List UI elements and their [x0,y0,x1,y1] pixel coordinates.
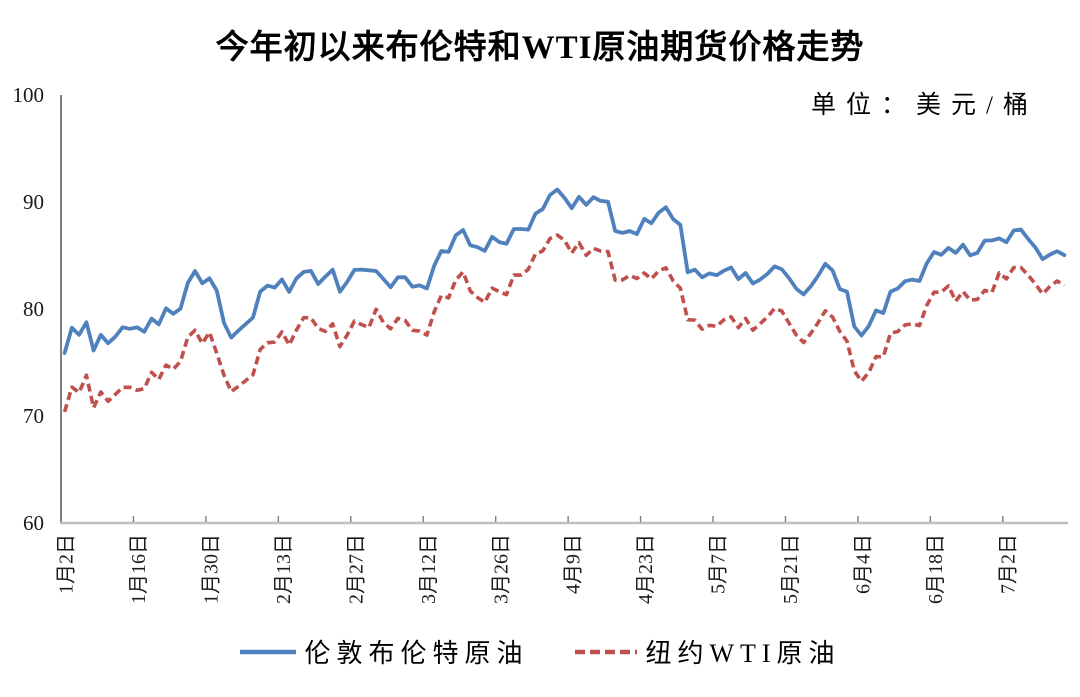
legend: 伦敦布伦特原油 纽约WTI原油 [0,633,1080,670]
x-tick-label: 5月21日 [780,534,802,604]
legend-label-wti: 纽约WTI原油 [645,639,841,668]
brent-line-icon [240,649,297,654]
x-tick-label: 4月23日 [635,534,657,604]
x-tick-label: 1月16日 [128,534,150,604]
unit-label: 单位：美元/桶 [811,92,1038,119]
y-tick-label: 60 [23,511,44,535]
wti-line-icon [575,649,638,654]
x-tick-label: 5月7日 [708,534,730,594]
x-tick-label: 2月27日 [345,534,367,604]
legend-label-brent: 伦敦布伦特原油 [304,639,529,668]
x-tick-label: 1月2日 [56,534,78,594]
x-tick-label: 7月2日 [997,534,1019,594]
legend-item-wti: 纽约WTI原油 [574,633,840,670]
y-tick-label: 90 [23,190,44,214]
y-tick-label: 80 [23,297,44,321]
chart-title: 今年初以来布伦特和WTI原油期货价格走势 [215,30,865,66]
legend-item-brent: 伦敦布伦特原油 [239,633,528,670]
x-tick-label: 6月4日 [853,534,875,594]
y-tick-label: 100 [13,83,45,107]
brent-price-line [62,187,1067,355]
x-tick-label: 6月18日 [925,534,947,604]
x-tick-label: 1月30日 [201,534,223,604]
x-tick-label: 2月13日 [273,534,295,604]
x-tick-label: 3月26日 [490,534,512,604]
wti-price-line [62,233,1066,413]
y-tick-label: 70 [23,404,44,428]
x-tick-label: 3月12日 [418,534,440,604]
x-tick-label: 4月9日 [563,534,585,594]
